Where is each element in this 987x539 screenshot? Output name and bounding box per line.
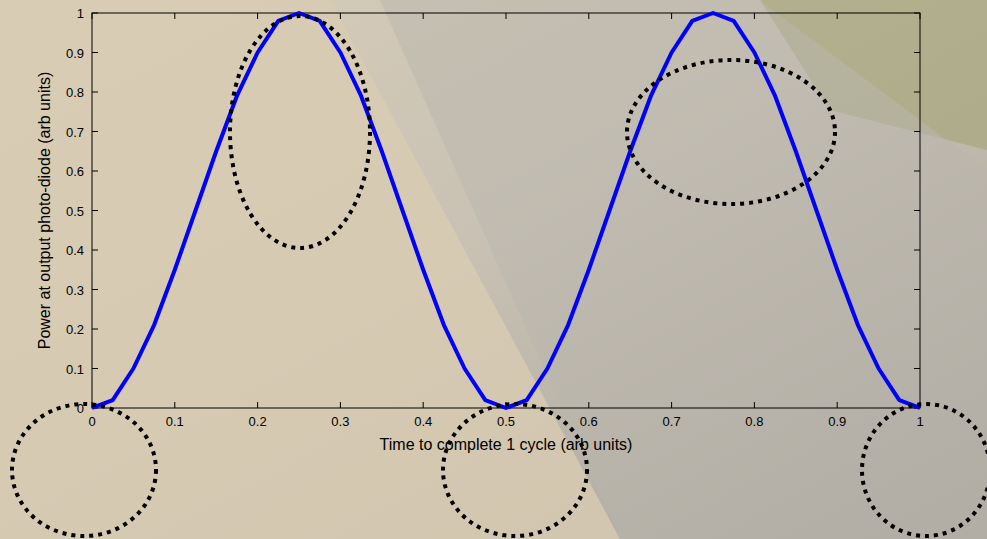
annotation-ellipse: [862, 404, 987, 536]
y-tick-right: [914, 289, 920, 290]
y-tick-label: 0.5: [66, 204, 84, 219]
x-tick: [754, 402, 755, 408]
y-tick-label: 1: [77, 6, 84, 21]
data-group: [92, 13, 920, 408]
y-tick-right: [914, 171, 920, 172]
x-tick: [671, 402, 672, 408]
x-tick-label: 0.9: [828, 414, 846, 429]
annotation-ellipse: [627, 60, 835, 204]
x-tick-top: [174, 13, 175, 19]
y-tick-label: 0.7: [66, 125, 84, 140]
y-tick-label: 0.8: [66, 85, 84, 100]
x-tick-label: 1: [916, 414, 923, 429]
x-tick: [588, 402, 589, 408]
x-tick-top: [340, 13, 341, 19]
y-axis-title: Power at output photo-diode (arb units): [36, 72, 53, 350]
y-tick-label: 0.6: [66, 164, 84, 179]
x-tick-label: 0: [88, 414, 95, 429]
chart: 00.10.20.30.40.50.60.70.80.9100.10.20.30…: [0, 0, 987, 539]
x-tick: [257, 402, 258, 408]
y-tick: [92, 171, 98, 172]
x-tick-top: [506, 13, 507, 19]
x-tick: [340, 402, 341, 408]
y-tick: [92, 250, 98, 251]
y-tick-right: [914, 250, 920, 251]
y-tick-label: 0.2: [66, 322, 84, 337]
x-tick-label: 0.8: [745, 414, 763, 429]
annotation-ellipse: [12, 404, 156, 536]
y-tick-label: 0.4: [66, 243, 84, 258]
y-tick: [92, 92, 98, 93]
x-tick-top: [920, 13, 921, 19]
x-axis-title: Time to complete 1 cycle (arb units): [380, 436, 633, 453]
x-tick-top: [423, 13, 424, 19]
x-tick-label: 0.2: [249, 414, 267, 429]
x-tick-label: 0.3: [331, 414, 349, 429]
y-tick-right: [914, 92, 920, 93]
annotation-ellipse: [230, 16, 370, 248]
y-tick: [92, 131, 98, 132]
x-tick-top: [92, 13, 93, 19]
x-tick-label: 0.4: [414, 414, 432, 429]
annotation-ellipse: [443, 404, 587, 536]
x-tick-top: [588, 13, 589, 19]
y-tick-right: [914, 368, 920, 369]
y-tick: [92, 52, 98, 53]
plot-frame: [92, 13, 920, 408]
x-tick-top: [837, 13, 838, 19]
y-tick: [92, 13, 98, 14]
background-road: [380, 0, 987, 539]
y-tick-right: [914, 131, 920, 132]
x-tick-label: 0.7: [663, 414, 681, 429]
series-line: [92, 13, 920, 408]
y-tick: [92, 289, 98, 290]
x-tick-top: [257, 13, 258, 19]
y-tick: [92, 329, 98, 330]
background: [0, 0, 987, 539]
y-tick-right: [914, 52, 920, 53]
x-tick: [174, 402, 175, 408]
y-tick-label: 0.9: [66, 46, 84, 61]
y-tick-label: 0.1: [66, 362, 84, 377]
y-tick-right: [914, 329, 920, 330]
x-tick-label: 0.1: [166, 414, 184, 429]
y-tick-label: 0.3: [66, 283, 84, 298]
y-tick-right: [914, 13, 920, 14]
x-tick-label: 0.6: [580, 414, 598, 429]
x-tick-top: [671, 13, 672, 19]
y-tick-right: [914, 210, 920, 211]
x-tick: [837, 402, 838, 408]
x-tick-top: [754, 13, 755, 19]
y-tick: [92, 368, 98, 369]
x-tick-label: 0.5: [497, 414, 515, 429]
x-tick: [423, 402, 424, 408]
y-tick: [92, 210, 98, 211]
